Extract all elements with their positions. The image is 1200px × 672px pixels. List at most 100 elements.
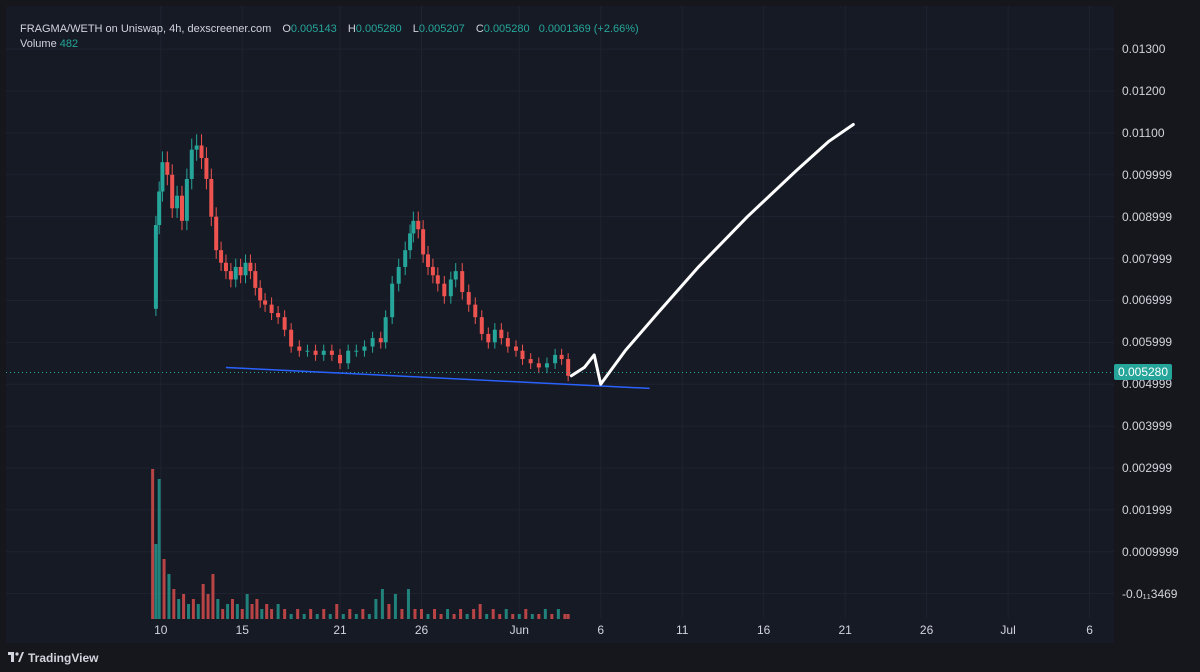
y-tick-label: 0.009999 [1122, 167, 1173, 182]
candle-body [426, 254, 431, 267]
candle-body [269, 304, 274, 313]
candle-body [160, 162, 165, 192]
volume-bar [511, 614, 515, 619]
volume-bar [478, 604, 482, 619]
volume-bar [240, 609, 244, 619]
candle-body [370, 338, 375, 347]
volume-bar [550, 614, 554, 619]
candle-body [453, 271, 458, 280]
footer: TradingView [0, 643, 1200, 672]
candle-body [233, 266, 238, 280]
y-tick-label: 0.001999 [1122, 502, 1173, 517]
x-tick-label: 21 [838, 623, 852, 637]
volume-bar [472, 609, 476, 619]
volume-bar [380, 589, 384, 619]
candle-body [430, 266, 435, 276]
volume-bar [172, 589, 176, 619]
tradingview-logo-icon[interactable] [8, 652, 24, 664]
candle-body [282, 317, 287, 330]
candle-body [179, 195, 184, 221]
volume-bar [459, 609, 463, 619]
volume-bar [452, 614, 456, 619]
x-tick-label: 6 [597, 623, 605, 637]
y-tick-label: 0.006999 [1122, 293, 1173, 308]
x-tick-label: 10 [154, 623, 168, 637]
volume-bar [413, 609, 417, 619]
volume-bar [206, 594, 210, 619]
volume-bar [283, 609, 287, 619]
x-tick-label: 26 [919, 623, 934, 637]
volume-bar [537, 614, 541, 619]
y-tick-label: 0.005999 [1122, 335, 1173, 350]
y-tick-label: -0.0₁₁3469 [1122, 586, 1178, 601]
candle-body [175, 195, 180, 209]
volume-bar [566, 614, 570, 619]
time-axis[interactable]: 10 15 21 26 Jun 6 11 16 21 26 Jul 6 [6, 620, 1114, 642]
candle-body [248, 262, 253, 272]
candle-body [559, 354, 564, 360]
y-tick-label: 0.002999 [1122, 460, 1173, 475]
volume-bar [374, 599, 378, 619]
candle-body [492, 329, 497, 343]
volume-line: Volume 482 [20, 37, 639, 52]
change-value: 0.0001369 (+2.66%) [538, 23, 639, 35]
support-trendline [225, 366, 650, 390]
candle-body [204, 158, 209, 179]
volume-bar [245, 594, 249, 619]
candle-body [416, 220, 421, 230]
volume-bar [211, 574, 215, 619]
candle-body [390, 283, 395, 318]
open-label: O [282, 23, 291, 35]
x-tick-label: 15 [235, 623, 249, 637]
candle-body [338, 354, 343, 364]
candle-body [520, 350, 525, 360]
candle-body [321, 350, 326, 355]
volume-bar [400, 609, 404, 619]
volume-bar [504, 609, 508, 619]
volume-bar [433, 609, 437, 619]
candle-body [528, 359, 533, 364]
tradingview-brand[interactable]: TradingView [28, 651, 99, 665]
candle-body [305, 350, 310, 352]
volume-bar [296, 609, 300, 619]
symbol-title: FRAGMA/WETH on Uniswap, 4h, dexscreener.… [20, 23, 272, 35]
volume-bar [157, 479, 161, 619]
volume-bar [226, 604, 230, 619]
candle-body [479, 317, 484, 334]
volume-bar [354, 614, 358, 619]
x-tick-label: 11 [675, 623, 689, 637]
price-chart[interactable] [6, 6, 1114, 643]
candle-body [408, 233, 413, 251]
candle-body [297, 346, 302, 351]
volume-bar [420, 609, 423, 619]
candle-body [313, 350, 318, 355]
volume-bar [201, 584, 205, 619]
close-label: C [475, 23, 484, 35]
candle-body [219, 250, 224, 263]
x-tick-label: 16 [756, 623, 771, 637]
volume-bar [230, 599, 234, 619]
volume-bar [335, 604, 339, 619]
volume-bar [348, 609, 352, 619]
candle-body [276, 313, 281, 318]
candle-body [473, 304, 478, 318]
volume-bar [255, 599, 259, 619]
candle-body [238, 266, 243, 276]
price-axis[interactable]: 0.01300 0.01200 0.01100 0.009999 0.008999 0.0… [1114, 6, 1200, 643]
volume-bar [270, 609, 274, 619]
volume-bar [265, 604, 269, 619]
volume-value: 482 [59, 38, 79, 50]
candle-body [170, 174, 175, 209]
volume-bar [563, 614, 567, 619]
volume-bar [154, 544, 158, 619]
close-value: 0.005280 [483, 23, 530, 35]
candle-body [209, 178, 214, 217]
chart-legend: FRAGMA/WETH on Uniswap, 4h, dexscreener.… [20, 22, 639, 52]
candle-body [421, 229, 426, 255]
candle-body [435, 275, 440, 284]
x-tick-label: 6 [1086, 623, 1093, 637]
volume-bar [465, 614, 469, 619]
candle-body [460, 271, 465, 293]
volume-bar [221, 609, 225, 619]
chart-panel[interactable]: FRAGMA/WETH on Uniswap, 4h, dexscreener.… [6, 6, 1114, 643]
